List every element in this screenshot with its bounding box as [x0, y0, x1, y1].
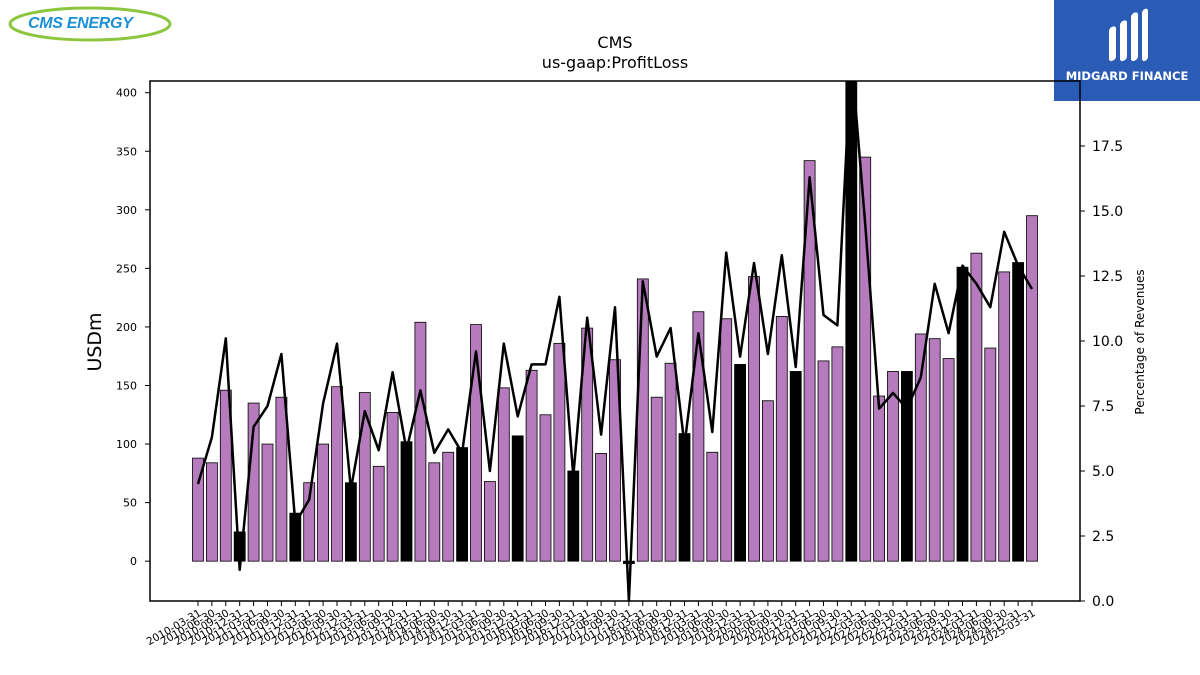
bar-2014-12-31	[456, 447, 469, 562]
y-tick-label: 150	[116, 380, 137, 393]
bar-2022-03-31	[859, 156, 872, 562]
bar-2018-09-30	[664, 362, 677, 562]
y-tick-label: 250	[116, 262, 137, 275]
bar-2012-06-30	[317, 443, 330, 562]
line-series	[196, 81, 1034, 601]
y2-tick-label: 5.0	[1092, 464, 1114, 480]
chart-title: CMS	[597, 33, 632, 52]
bar-2011-06-30	[261, 443, 274, 562]
bar-2011-09-30	[275, 396, 288, 562]
bar-2020-06-30	[762, 400, 774, 562]
bar-2010-09-30	[219, 389, 232, 562]
bar-2017-06-30	[595, 453, 607, 562]
bar-2010-06-30	[205, 462, 218, 562]
chart-subtitle: us-gaap:ProfitLoss	[542, 53, 688, 72]
bar-2015-09-30	[497, 387, 510, 562]
bar-2012-12-31	[344, 482, 357, 562]
bar-2015-06-30	[483, 481, 496, 562]
y-tick-label: 350	[116, 145, 137, 158]
bar-2019-06-30	[706, 451, 719, 562]
bar-2023-09-30	[942, 358, 955, 562]
bar-2024-03-31	[970, 252, 983, 562]
y2-tick-label: 10.0	[1092, 334, 1123, 350]
x-axis: 2010-03-312010-06-302010-09-302010-12-31…	[145, 601, 1038, 648]
bar-2017-12-31	[623, 560, 635, 564]
bar-2010-03-31	[192, 457, 204, 562]
bar-2019-12-31	[734, 364, 746, 562]
y-tick-label: 0	[130, 555, 137, 568]
bar-2013-09-30	[386, 412, 399, 562]
bar-2016-06-30	[539, 414, 552, 562]
midgard-finance-logo: MIDGARD FINANCE	[1054, 0, 1200, 101]
bar-2022-12-31	[901, 371, 913, 562]
bar-2021-09-30	[831, 346, 844, 562]
y-tick-label: 400	[116, 87, 137, 100]
bar-2020-03-31	[748, 276, 760, 562]
bar-2023-03-31	[914, 333, 927, 562]
y-axis: 0 50 100 150 200 250 300 350 400	[116, 87, 150, 568]
y2-tick-label: 2.5	[1092, 529, 1114, 545]
y-tick-label: 50	[123, 497, 137, 510]
bar-2014-03-31	[414, 321, 427, 562]
bar-2018-12-31	[678, 433, 691, 562]
midgard-finance-logo-text: MIDGARD FINANCE	[1065, 69, 1189, 83]
bar-2023-06-30	[928, 338, 941, 562]
cms-energy-logo-text: CMS ENERGY	[28, 15, 133, 32]
bar-2016-03-31	[525, 369, 538, 562]
bar-2016-12-31	[567, 470, 580, 562]
y2-tick-label: 17.5	[1092, 139, 1123, 155]
y-tick-label: 200	[116, 321, 137, 334]
bar-2012-03-31	[303, 482, 316, 562]
bar-2018-03-31	[636, 278, 649, 562]
bar-2018-06-30	[650, 396, 663, 562]
bar-2014-06-30	[428, 462, 441, 562]
bar-2014-09-30	[442, 451, 455, 562]
y-axis-label: USDm	[84, 312, 106, 371]
bar-2015-03-31	[470, 324, 482, 562]
bar-series	[192, 81, 1038, 564]
bar-2021-06-30	[817, 360, 830, 562]
bar-2015-12-31	[511, 435, 524, 562]
y2-axis: 0.0 2.5 5.0 7.5 10.0 12.5 15.0 17.5	[1080, 139, 1123, 610]
bar-2017-09-30	[609, 359, 621, 562]
bar-2021-12-31	[845, 81, 858, 562]
bar-2013-03-31	[358, 392, 371, 562]
bar-2023-12-31	[956, 266, 969, 562]
bar-2020-12-31	[789, 371, 802, 562]
bar-2016-09-30	[553, 342, 566, 562]
bar-2024-12-31	[1012, 262, 1024, 562]
y2-tick-label: 12.5	[1092, 269, 1123, 285]
bar-2020-09-30	[775, 316, 788, 562]
y2-tick-label: 7.5	[1092, 399, 1114, 415]
bar-2019-03-31	[692, 311, 705, 562]
bar-2022-06-30	[873, 395, 885, 562]
bar-2022-09-30	[887, 371, 899, 562]
y2-axis-label: Percentage of Revenues	[1133, 269, 1147, 414]
bar-2025-03-31	[1026, 215, 1038, 562]
y2-tick-label: 15.0	[1092, 204, 1123, 220]
bar-2024-06-30	[984, 347, 997, 562]
bar-2013-06-30	[372, 465, 385, 562]
line-percentage-of-revenues	[196, 81, 1034, 601]
y-tick-label: 300	[116, 204, 137, 217]
bar-2012-09-30	[331, 386, 343, 562]
bar-2021-03-31	[803, 160, 816, 562]
bar-2019-09-30	[720, 318, 733, 562]
swoosh-icon	[8, 6, 172, 42]
bar-2013-12-31	[400, 441, 413, 562]
y-tick-label: 100	[116, 438, 137, 451]
bar-2024-09-30	[998, 271, 1011, 562]
midgard-emblem-icon	[1109, 8, 1148, 62]
cms-energy-logo: CMS ENERGY	[6, 4, 172, 44]
y2-tick-label: 0.0	[1092, 594, 1114, 610]
